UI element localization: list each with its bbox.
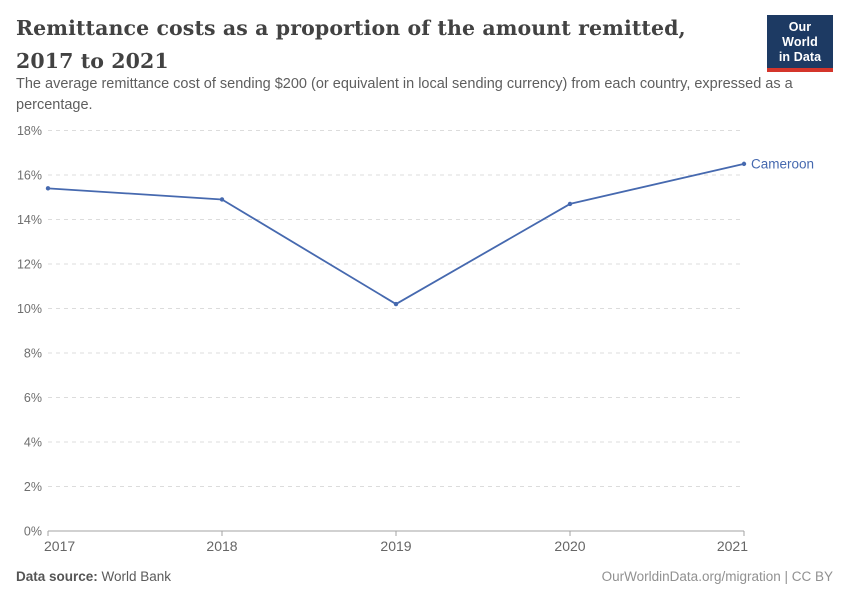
y-axis-tick-label: 6% [24,391,42,405]
data-source-note: Data source: World Bank [16,568,171,586]
data-point [393,301,399,307]
y-axis-tick-label: 10% [17,302,42,316]
attribution-note: OurWorldinData.org/migration | CC BY [601,569,833,584]
data-source-value: World Bank [97,569,172,584]
chart-footer: Data source: World Bank OurWorldinData.o… [16,568,833,586]
chart-title: Remittance costs as a proportion of the … [16,16,686,73]
data-point [567,201,573,207]
y-axis-tick-label: 18% [17,124,42,138]
y-axis-tick-label: 4% [24,436,42,450]
x-axis-tick-label: 2021 [717,538,748,554]
y-axis-tick-label: 14% [17,213,42,227]
data-point [219,197,225,202]
y-axis-tick-label: 8% [24,347,42,361]
chart-subtitle: The average remittance cost of sending $… [16,76,793,113]
owid-logo[interactable]: Our World in Data [767,15,833,72]
y-axis-tick-label: 2% [24,480,42,494]
data-line-cameroon [47,162,745,305]
owid-logo-line1: Our World [782,20,818,49]
x-axis-tick-label: 2020 [554,538,585,554]
data-point [45,186,51,191]
series-end-label: Cameroon [751,156,814,171]
y-axis-tick-label: 16% [17,169,42,183]
y-axis-tick-label: 0% [24,525,42,539]
y-axis-tick-label: 12% [17,258,42,272]
x-axis-tick-label: 2017 [44,538,75,554]
x-axis-tick-label: 2018 [206,538,237,554]
owid-logo-line2: in Data [778,50,822,64]
data-point [741,161,747,167]
x-axis-tick-label: 2019 [380,538,411,554]
data-source-label: Data source: [16,569,98,584]
